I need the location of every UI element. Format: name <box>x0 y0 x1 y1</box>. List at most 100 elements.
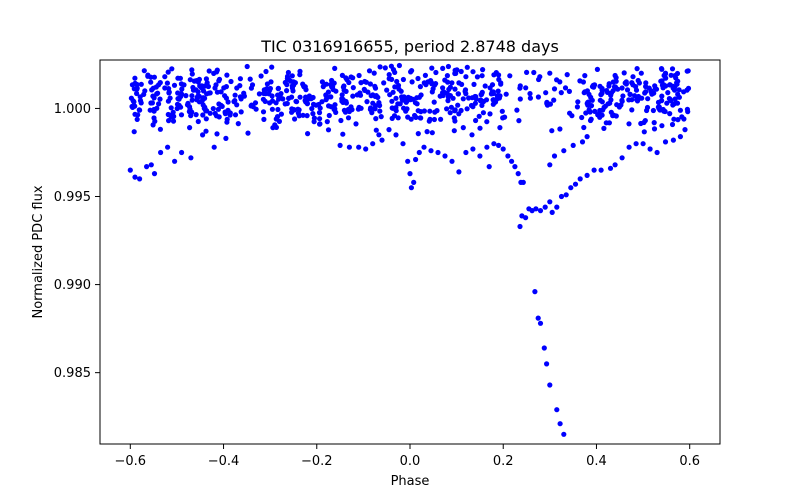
data-point <box>409 79 415 85</box>
data-point <box>459 81 465 87</box>
data-point <box>471 81 477 87</box>
data-point <box>389 98 395 104</box>
data-point <box>211 70 217 76</box>
data-point <box>612 162 618 168</box>
data-point <box>677 107 684 113</box>
data-point <box>200 112 206 118</box>
data-point <box>183 93 189 99</box>
data-point <box>620 93 626 99</box>
data-point <box>424 129 430 135</box>
data-point <box>189 71 195 77</box>
data-point <box>184 102 191 108</box>
data-point <box>181 82 187 88</box>
data-point <box>640 141 646 147</box>
data-point <box>390 89 396 95</box>
data-point <box>607 100 613 106</box>
data-point <box>151 106 157 113</box>
data-point <box>338 117 344 124</box>
data-point <box>170 118 177 124</box>
data-point <box>527 91 533 97</box>
data-point <box>331 80 337 86</box>
data-point <box>619 85 625 91</box>
data-point <box>598 167 604 173</box>
data-point <box>619 97 625 103</box>
data-point <box>641 119 647 126</box>
data-point <box>669 66 676 72</box>
data-point <box>367 81 373 87</box>
data-point <box>309 106 315 112</box>
data-point <box>224 116 230 122</box>
data-point <box>479 73 485 79</box>
data-point <box>158 149 164 156</box>
data-point <box>509 158 515 164</box>
data-point <box>469 132 475 138</box>
data-point <box>324 119 330 125</box>
data-point <box>130 98 136 104</box>
data-point <box>444 73 450 79</box>
data-point <box>452 107 458 113</box>
data-point <box>542 204 548 210</box>
data-point <box>195 89 201 95</box>
data-point <box>626 121 632 127</box>
data-point <box>647 146 653 152</box>
data-point <box>223 95 229 101</box>
data-point <box>134 90 140 97</box>
data-point <box>332 102 338 108</box>
data-point <box>386 76 392 82</box>
data-point <box>337 142 343 148</box>
data-point <box>549 128 555 134</box>
data-point <box>393 132 399 138</box>
data-point <box>426 118 432 124</box>
data-point <box>237 76 243 82</box>
data-point <box>343 88 349 94</box>
data-point <box>562 85 569 91</box>
data-point <box>670 137 677 143</box>
data-point <box>269 64 275 70</box>
data-point <box>658 66 665 72</box>
data-point <box>455 102 461 108</box>
data-point <box>675 117 681 123</box>
data-point <box>500 146 506 152</box>
data-point <box>574 104 581 110</box>
data-point <box>407 97 414 103</box>
data-point <box>537 208 544 214</box>
data-point <box>665 90 671 96</box>
data-point <box>547 199 553 205</box>
data-point <box>413 114 419 120</box>
data-point <box>206 68 212 74</box>
data-point <box>413 156 419 163</box>
data-point <box>130 104 136 110</box>
data-point <box>166 118 172 124</box>
data-point <box>444 106 450 112</box>
data-point <box>460 96 466 102</box>
data-point <box>490 97 496 103</box>
data-point <box>433 69 439 76</box>
data-point <box>392 84 398 90</box>
data-point <box>590 82 596 88</box>
data-point <box>167 95 173 101</box>
data-point <box>468 102 475 109</box>
data-point <box>531 69 537 76</box>
data-point <box>496 76 502 83</box>
data-point <box>330 86 336 93</box>
data-point <box>580 79 587 85</box>
data-point <box>289 85 295 91</box>
data-point <box>608 90 615 96</box>
data-point <box>165 69 171 75</box>
x-tick-label: −0.4 <box>208 454 240 469</box>
data-point <box>599 90 605 96</box>
data-point <box>549 209 555 215</box>
data-point <box>557 126 563 132</box>
data-point <box>260 96 266 102</box>
data-point <box>238 109 244 115</box>
data-point <box>232 112 239 118</box>
data-point <box>671 116 677 122</box>
data-point <box>141 91 147 97</box>
data-point <box>440 65 446 71</box>
data-point <box>442 77 448 83</box>
data-point <box>326 112 332 119</box>
data-point <box>579 139 586 145</box>
data-point <box>662 71 669 77</box>
data-point <box>479 102 485 108</box>
